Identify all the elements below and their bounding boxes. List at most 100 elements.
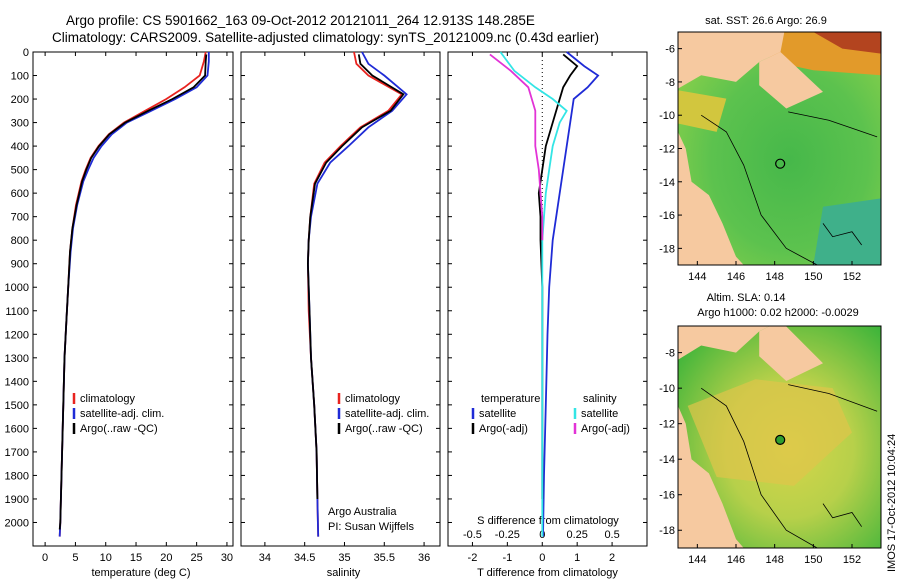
temperature-legend-entry: Argo(..raw -QC)	[80, 423, 158, 435]
sla-map-island-chain	[788, 384, 878, 412]
sla-map-subtitle: Argo h1000: 0.02 h2000: -0.0029	[697, 307, 858, 319]
depth-tick-label: 1300	[5, 353, 29, 365]
difference-legend-entry: satellite	[581, 408, 618, 420]
depth-tick-label: 1500	[5, 400, 29, 412]
sst-map-ytick-label: -6	[665, 44, 675, 56]
sst-map-title: sat. SST: 26.6 Argo: 26.9	[705, 15, 827, 27]
sst-map-land-australia	[678, 131, 744, 265]
difference-legend-entry: Argo(-adj)	[479, 423, 528, 435]
depth-tick-label: 500	[11, 165, 29, 177]
figure-title-line2: Climatology: CARS2009. Satellite-adjuste…	[52, 30, 600, 45]
salinity-annotation-institution: Argo Australia	[328, 506, 397, 518]
difference-series-0	[542, 51, 600, 537]
sst-map-shelf-contour	[700, 114, 818, 265]
depth-tick-label: 300	[11, 118, 29, 130]
sla-map-ytick-label: -14	[659, 454, 675, 466]
sla-map-land-peninsula	[759, 326, 823, 382]
sla-map-title: Altim. SLA: 0.14	[707, 292, 786, 304]
difference-xtick-label: -2	[468, 552, 478, 564]
depth-tick-label: 900	[11, 259, 29, 271]
difference-plot-area	[447, 51, 648, 547]
temperature-xtick-label: 0	[42, 552, 48, 564]
temperature-xlabel: temperature (deg C)	[91, 567, 190, 579]
temperature-xtick-label: 25	[191, 552, 203, 564]
salinity-series-2	[306, 54, 405, 500]
sla-map-frame	[677, 325, 882, 549]
sst-map-xtick-label: 152	[843, 271, 861, 283]
imos-timestamp: IMOS 17-Oct-2012 10:04:24	[886, 433, 898, 572]
sla-map-xtick-label: 148	[765, 554, 783, 566]
depth-tick-label: 0	[23, 47, 29, 59]
depth-tick-label: 700	[11, 212, 29, 224]
salinity-xtick-label: 34	[259, 552, 271, 564]
temperature-plot-area	[32, 51, 234, 547]
depth-tick-label: 600	[11, 188, 29, 200]
temperature-xtick-label: 30	[221, 552, 233, 564]
sst-map-ytick-label: -12	[659, 144, 675, 156]
sla-map-group: 144 146 148 150 152 -8 -10 -12 -14 -16 -18	[659, 325, 882, 566]
sst-map-ytick-label: -18	[659, 243, 675, 255]
sst-map-ytick-label: -16	[659, 210, 675, 222]
sst-map-land-new-guinea	[678, 32, 785, 89]
depth-tick-label: 100	[11, 71, 29, 83]
depth-tick-label: 1200	[5, 329, 29, 341]
difference-s-tick-label: 0.5	[604, 529, 619, 541]
sst-map-ytick-label: -10	[659, 110, 675, 122]
sla-map-ytick-label: -10	[659, 383, 675, 395]
temperature-legend-entry: satellite-adj. clim.	[80, 408, 164, 420]
salinity-plot-area	[240, 51, 441, 547]
salinity-legend-entry: satellite-adj. clim.	[345, 408, 429, 420]
sst-map-group: 144 146 148 150 152 -6 -8 -10 -12 -14 -16 -18	[659, 31, 882, 283]
figure-title-line1: Argo profile: CS 5901662_163 09-Oct-2012…	[66, 13, 535, 28]
sst-map-float-marker	[775, 158, 786, 169]
depth-tick-label: 1000	[5, 282, 29, 294]
sla-high-patch	[687, 379, 852, 486]
temperature-xtick-label: 15	[130, 552, 142, 564]
depth-tick-label: 1100	[5, 306, 29, 318]
difference-xlabel: T difference from climatology	[477, 567, 618, 579]
depth-tick-label: 2000	[5, 517, 29, 529]
sst-map-land-peninsula	[759, 51, 823, 109]
temperature-xtick-label: 5	[72, 552, 78, 564]
sla-map-ytick-label: -8	[665, 348, 675, 360]
sst-map-ytick-label: -8	[665, 77, 675, 89]
sla-map-ytick-label: -12	[659, 419, 675, 431]
depth-tick-label: 1400	[5, 376, 29, 388]
sst-map-reef-outline	[822, 223, 862, 246]
difference-top-xlabel: S difference from climatology	[477, 515, 619, 527]
sst-cool-patch	[813, 198, 881, 265]
temperature-legend-entry: climatology	[80, 393, 136, 405]
temperature-series-2	[58, 54, 208, 530]
depth-tick-label: 400	[11, 141, 29, 153]
depth-tick-label: 800	[11, 235, 29, 247]
difference-s-tick-label: 0.25	[566, 529, 587, 541]
sla-map-xtick-label: 146	[727, 554, 745, 566]
sst-map-xtick-label: 144	[688, 271, 706, 283]
sla-map-float-marker	[775, 434, 786, 445]
salinity-xtick-label: 35.5	[374, 552, 395, 564]
depth-tick-label: 1600	[5, 423, 29, 435]
sla-map-field	[678, 326, 881, 548]
difference-legend-heading-salinity: salinity	[583, 393, 617, 405]
depth-tick-label: 1800	[5, 470, 29, 482]
difference-legend-entry: Argo(-adj)	[581, 423, 630, 435]
depth-tick-label: 1700	[5, 447, 29, 459]
salinity-annotation-pi: PI: Susan Wijffels	[328, 521, 414, 533]
difference-legend-heading-temperature: temperature	[481, 393, 540, 405]
depth-tick-label: 1900	[5, 494, 29, 506]
difference-series-2	[499, 51, 568, 537]
sla-map-xtick-label: 152	[843, 554, 861, 566]
difference-xtick-label: 0	[539, 552, 545, 564]
sst-west-band	[678, 90, 727, 132]
sla-map-land-australia	[678, 405, 744, 548]
difference-s-tick-label: -0.25	[495, 529, 520, 541]
salinity-xtick-label: 35	[338, 552, 350, 564]
sla-map-shelf-contour	[700, 387, 818, 548]
difference-xtick-label: 2	[609, 552, 615, 564]
sla-map-reef-outline	[822, 503, 862, 527]
difference-xtick-label: 1	[574, 552, 580, 564]
difference-xtick-label: -1	[502, 552, 512, 564]
sla-map-xtick-label: 150	[804, 554, 822, 566]
sla-map-land-new-guinea	[678, 326, 770, 360]
